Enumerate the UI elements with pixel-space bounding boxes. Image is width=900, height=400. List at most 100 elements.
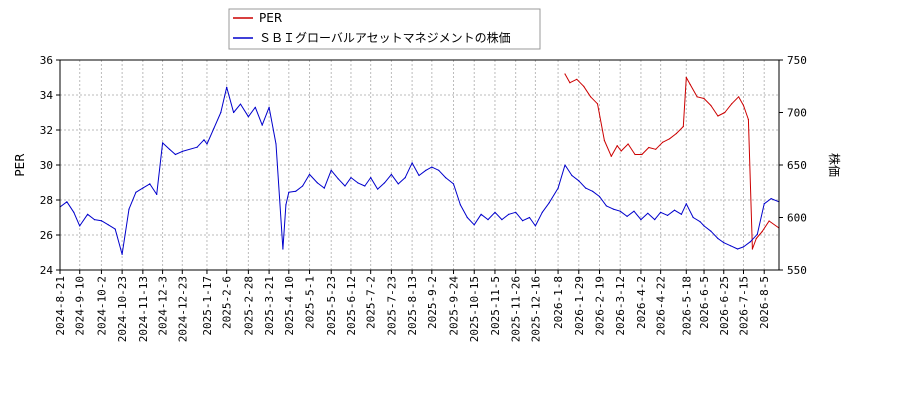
- data-point-per: [747, 118, 750, 121]
- data-point-price: [633, 210, 635, 212]
- data-point-price: [330, 169, 332, 171]
- data-point-per: [627, 143, 629, 145]
- x-tick-label: 2026-2-19: [593, 276, 606, 336]
- data-point-price: [181, 150, 183, 152]
- data-point-price: [487, 219, 489, 221]
- data-point-price: [473, 224, 475, 226]
- data-point-price: [692, 216, 694, 219]
- data-point-price: [425, 169, 427, 171]
- data-point-price: [494, 211, 496, 213]
- data-point-per: [668, 138, 671, 140]
- y-right-tick-label: 700: [787, 107, 807, 120]
- data-point-per: [724, 111, 726, 114]
- data-point-price: [459, 204, 461, 206]
- data-point-price: [285, 204, 287, 206]
- data-point-per: [616, 145, 618, 147]
- data-point-price: [275, 143, 277, 145]
- data-point-price: [383, 182, 386, 184]
- y-left-tick-label: 26: [40, 229, 53, 242]
- data-point-price: [142, 187, 144, 189]
- data-point-price: [66, 201, 68, 203]
- data-point-price: [364, 185, 366, 187]
- data-point-price: [710, 230, 712, 232]
- data-point-per: [768, 220, 770, 222]
- x-tick-label: 2025-8-13: [406, 276, 419, 336]
- data-point-price: [742, 246, 745, 248]
- data-point-price: [534, 225, 537, 227]
- y-axis-left-title: PER: [13, 153, 27, 176]
- data-point-price: [323, 187, 325, 189]
- x-tick-label: 2026-7-15: [737, 276, 750, 336]
- x-tick-label: 2025-5-23: [325, 276, 338, 336]
- data-point-per: [596, 103, 599, 105]
- data-point-per: [751, 248, 754, 250]
- data-point-price: [703, 225, 705, 227]
- data-point-price: [261, 124, 263, 126]
- data-point-price: [390, 173, 392, 175]
- data-point-price: [226, 86, 228, 88]
- data-point-price: [699, 221, 701, 223]
- data-point-price: [73, 211, 75, 213]
- data-point-price: [737, 248, 739, 250]
- data-point-price: [571, 174, 573, 177]
- axis-layer: 24 26 28 30 32 34 36 550 600 650 700 750 2024-8-21 20…: [40, 54, 807, 342]
- data-point-price: [749, 241, 752, 243]
- x-tick-label: 2024-9-10: [74, 276, 87, 336]
- data-point-price: [344, 185, 346, 187]
- x-tick-label: 2026-5-18: [680, 276, 693, 336]
- data-point-price: [268, 106, 270, 108]
- legend: PER ＳＢＩグローバルアセットマネジメントの株価: [228, 8, 541, 50]
- x-tick-label: 2025-3-21: [263, 276, 276, 336]
- data-point-per: [710, 104, 712, 107]
- data-point-per: [569, 82, 571, 84]
- x-tick-label: 2025-11-5: [489, 276, 502, 336]
- data-point-price: [667, 214, 669, 216]
- data-point-price: [508, 213, 510, 215]
- data-point-price: [452, 183, 455, 185]
- x-tick-label: 2024-12-23: [176, 276, 189, 342]
- y-right-tick-label: 550: [787, 264, 807, 277]
- data-point-price: [770, 198, 772, 200]
- data-point-price: [149, 183, 151, 185]
- data-point-price: [730, 245, 732, 247]
- data-point-price: [564, 164, 566, 166]
- x-tick-label: 2025-10-15: [468, 276, 481, 342]
- x-tick-label: 2025-11-26: [510, 276, 523, 342]
- data-point-per: [655, 148, 657, 150]
- y-axis-right-title: 株価: [827, 153, 842, 177]
- data-point-price: [445, 177, 447, 179]
- grid-layer: [59, 59, 779, 271]
- x-tick-label: 2024-10-23: [116, 276, 129, 342]
- x-tick-label: 2025-7-23: [385, 276, 398, 336]
- data-point-per: [738, 96, 740, 98]
- data-point-per: [742, 104, 745, 107]
- data-point-price: [685, 203, 687, 205]
- data-point-price: [93, 219, 96, 221]
- x-tick-label: 2026-4-2: [635, 276, 648, 329]
- x-tick-label: 2025-2-6: [221, 276, 234, 329]
- data-point-price: [673, 209, 676, 211]
- data-point-per: [648, 146, 650, 149]
- data-point-per: [689, 83, 691, 86]
- data-point-price: [654, 219, 656, 221]
- data-point-price: [466, 216, 468, 219]
- data-point-price: [541, 211, 543, 213]
- data-point-price: [308, 173, 311, 175]
- data-point-per: [731, 103, 733, 105]
- x-tick-label: 2024-8-21: [54, 276, 67, 336]
- data-point-price: [680, 213, 683, 215]
- data-point-per: [755, 237, 757, 240]
- y-right-tick-label: 600: [787, 212, 807, 225]
- data-point-price: [578, 180, 580, 182]
- data-point-price: [79, 225, 81, 227]
- data-point-price: [660, 211, 662, 213]
- data-point-price: [288, 191, 290, 193]
- data-point-per: [703, 97, 705, 100]
- data-point-price: [121, 253, 123, 255]
- x-tick-label: 2026-6-25: [718, 276, 731, 336]
- data-point-price: [128, 208, 130, 210]
- data-point-price: [404, 177, 406, 179]
- data-point-price: [107, 224, 109, 226]
- data-point-price: [438, 169, 440, 171]
- data-point-price: [135, 191, 137, 193]
